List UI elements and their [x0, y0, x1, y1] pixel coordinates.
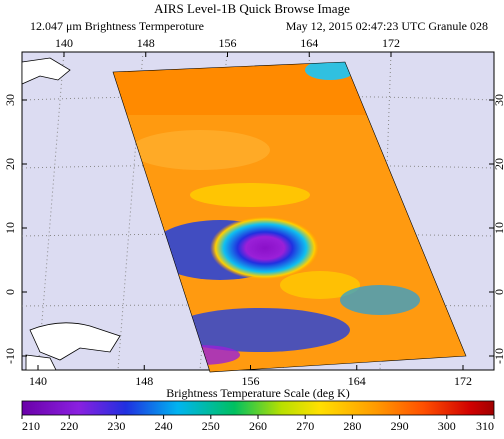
- lon-tick-label: 156: [219, 36, 237, 50]
- colorbar-tick-label: 310: [476, 419, 494, 433]
- land: [25, 354, 57, 371]
- colorbar-tick-label: 210: [22, 419, 40, 433]
- swath-outline: [112, 61, 467, 373]
- right-subtitle: May 12, 2015 02:47:23 UTC Granule 028: [286, 19, 488, 33]
- lat-tick-label: 0: [492, 289, 504, 295]
- lon-tick-label: 172: [454, 374, 472, 388]
- lat-tick-label: -10: [492, 348, 504, 364]
- colorbar-tick-label: 240: [155, 419, 173, 433]
- lat-tick-label: 30: [3, 94, 17, 106]
- colorbar-tick-label: 230: [107, 419, 125, 433]
- colorbar-tick-label: 300: [438, 419, 456, 433]
- land: [29, 322, 121, 361]
- lon-tick-label: 172: [382, 36, 400, 50]
- colorbar-tick-label: 220: [60, 419, 78, 433]
- map: [21, 51, 495, 373]
- colorbar-tick-label: 280: [343, 419, 361, 433]
- lon-tick-label: 140: [55, 36, 73, 50]
- lon-tick-label: 164: [348, 374, 366, 388]
- land: [21, 57, 71, 85]
- lon-tick-label: 164: [300, 36, 318, 50]
- title: AIRS Level-1B Quick Browse Image: [154, 1, 350, 16]
- colorbar: [21, 400, 495, 416]
- colorbar-label: Brightness Temperature Scale (deg K): [166, 386, 350, 400]
- lon-tick-label: 148: [135, 374, 153, 388]
- colorbar-tick-label: 260: [249, 419, 267, 433]
- lon-tick-label: 140: [29, 374, 47, 388]
- left-subtitle: 12.047 μm Brightness Termperoture: [30, 19, 204, 33]
- colorbar-tick-label: 270: [296, 419, 314, 433]
- lat-tick-label: 10: [3, 222, 17, 234]
- lat-tick-label: -10: [3, 348, 17, 364]
- lat-tick-label: 30: [492, 94, 504, 106]
- colorbar-tick-label: 250: [202, 419, 220, 433]
- lat-tick-label: 20: [3, 158, 17, 170]
- lon-tick-label: 148: [137, 36, 155, 50]
- lat-tick-label: 20: [492, 158, 504, 170]
- lon-tick-label: 156: [242, 374, 260, 388]
- lat-tick-label: 10: [492, 222, 504, 234]
- lat-tick-label: 0: [3, 289, 17, 295]
- colorbar-tick-label: 290: [391, 419, 409, 433]
